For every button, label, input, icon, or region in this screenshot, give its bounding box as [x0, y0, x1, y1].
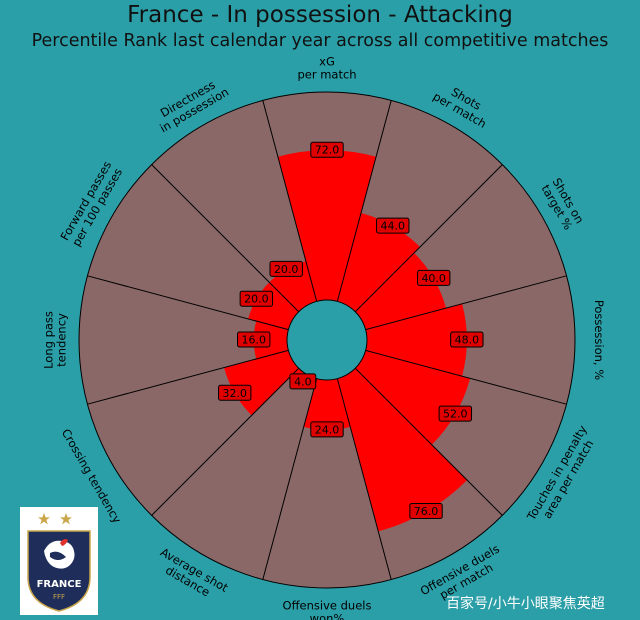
svg-text:40.0: 40.0 [421, 272, 446, 285]
sector-long-pass-tendency [79, 275, 289, 405]
svg-text:20.0: 20.0 [274, 263, 299, 276]
value-label-offensive-duels-won: 24.0 [310, 421, 344, 438]
divider-line [354, 164, 503, 313]
svg-text:Offensive duels: Offensive duels [283, 599, 372, 613]
logo-text: FRANCE [37, 579, 82, 590]
divider-line [87, 349, 289, 405]
chart-center-hole [286, 299, 368, 381]
value-label-shots-per-match: 44.0 [376, 217, 410, 234]
star-icon [38, 513, 50, 525]
fff-logo: FRANCE FFF [20, 507, 98, 615]
value-label-offensive-duels-per-match: 76.0 [409, 503, 443, 520]
value-label-forward-passes-per-100-passes: 20.0 [239, 290, 274, 307]
svg-text:per match: per match [297, 68, 356, 82]
svg-text:tendency: tendency [55, 313, 69, 367]
value-label-touches-in-penalty-area-per-match: 52.0 [438, 405, 473, 422]
bar-possession [365, 303, 467, 377]
value-label-crossing-tendency: 32.0 [218, 384, 252, 401]
value-label-average-shot-distance: 4.0 [289, 373, 317, 390]
value-label-directness-in-possession: 20.0 [269, 260, 303, 277]
bar-offensive-duels-won [303, 378, 351, 430]
logo-subtext: FFF [53, 593, 65, 601]
divider-line [336, 378, 392, 580]
chart-dividers [78, 91, 576, 589]
svg-text:48.0: 48.0 [455, 334, 480, 347]
sector-forward-passes-per-100-passes [87, 164, 299, 330]
outer-ring [78, 91, 576, 589]
value-label-long-pass-tendency: 16.0 [237, 331, 271, 348]
bar-offensive-duels-per-match [337, 368, 468, 532]
sector-offensive-duels-won [262, 378, 392, 588]
page-title: France - In possession - Attacking [127, 2, 513, 28]
watermark: 百家号/小牛小眼聚焦英超 [446, 596, 605, 612]
svg-text:76.0: 76.0 [414, 505, 439, 518]
svg-text:72.0: 72.0 [315, 144, 340, 157]
category-label-long-pass-tendency: Long pass tendency [42, 311, 69, 369]
value-label-possession: 48.0 [450, 331, 484, 348]
bar-long-pass-tendency [253, 321, 289, 359]
bar-shots-per-match [337, 212, 420, 312]
bar-xg-per-match [277, 150, 377, 302]
category-label-possession: Possession, % [592, 300, 606, 380]
divider-line [87, 275, 289, 331]
page-subtitle: Percentile Rank last calendar year acros… [31, 31, 609, 51]
sector-average-shot-distance [151, 368, 317, 580]
divider-line [262, 378, 318, 580]
divider-line [336, 100, 392, 302]
divider-line [365, 275, 567, 331]
svg-text:16.0: 16.0 [241, 334, 266, 347]
shield-icon [27, 530, 91, 612]
svg-text:20.0: 20.0 [244, 293, 269, 306]
svg-text:4.0: 4.0 [294, 375, 312, 388]
divider-line [354, 367, 503, 516]
center-hole [286, 299, 368, 381]
svg-text:won%: won% [310, 612, 345, 620]
value-label-xg-per-match: 72.0 [310, 141, 344, 158]
divider-line [365, 349, 567, 405]
sector-directness-in-possession [151, 100, 317, 312]
star-icon [60, 513, 72, 525]
svg-text:xG: xG [319, 55, 335, 69]
chart-value-labels: 72.0 44.0 40.0 48.0 52.0 76.0 24.0 4.0 32.0 16.0 2… [218, 141, 484, 520]
svg-text:24.0: 24.0 [315, 423, 340, 436]
divider-line [262, 100, 318, 302]
svg-text:Long pass: Long pass [42, 311, 56, 369]
svg-text:44.0: 44.0 [381, 220, 406, 233]
svg-text:32.0: 32.0 [222, 387, 247, 400]
svg-text:Possession, %: Possession, % [592, 300, 606, 380]
divider-line [151, 367, 300, 516]
divider-line [151, 164, 300, 313]
svg-text:52.0: 52.0 [443, 408, 468, 421]
value-label-shots-on-target: 40.0 [416, 269, 451, 286]
